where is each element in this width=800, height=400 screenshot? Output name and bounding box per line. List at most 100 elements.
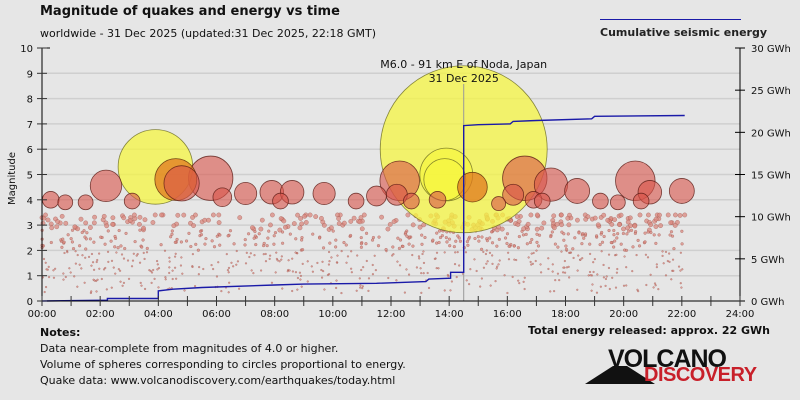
volcano-icon <box>585 366 655 384</box>
quake-point <box>458 239 463 243</box>
quake-point <box>47 276 51 279</box>
quake-point <box>649 273 652 276</box>
quake-point <box>655 263 658 266</box>
quake-point <box>283 224 288 230</box>
quake-point <box>464 251 468 254</box>
quake-point <box>625 225 631 231</box>
quake-point <box>591 283 594 286</box>
quake-point <box>150 271 154 274</box>
quake-point <box>274 271 277 274</box>
quake-point <box>78 263 81 266</box>
quake-point <box>323 288 326 291</box>
quake-point <box>525 242 529 246</box>
quake-point <box>114 272 117 275</box>
quake-point <box>306 260 309 263</box>
quake-point <box>69 271 72 274</box>
quake-point <box>455 275 458 279</box>
quake-point <box>665 212 671 218</box>
quake-point <box>364 242 368 246</box>
quake-point <box>88 237 92 241</box>
quake-point <box>336 221 342 226</box>
quake-point <box>62 278 65 281</box>
quake-point <box>63 251 66 255</box>
quake-point <box>594 234 599 238</box>
quake-point <box>453 263 457 266</box>
y2-tick-label: 10 GWh <box>751 213 791 224</box>
quake-point <box>189 244 193 249</box>
quake-point <box>275 251 278 254</box>
quake-point <box>503 274 506 277</box>
quake-point <box>482 266 486 269</box>
quake-point <box>277 227 283 233</box>
quake-point <box>677 265 681 268</box>
quake-point <box>581 232 585 236</box>
quake-point <box>98 252 101 255</box>
quake-point <box>553 242 557 246</box>
quake-point <box>371 273 375 276</box>
quake-point <box>577 231 581 235</box>
quake-point <box>357 219 363 225</box>
quake-point <box>272 242 276 246</box>
quake-point <box>623 255 626 258</box>
quake-point <box>138 261 142 264</box>
quake-point <box>90 252 94 256</box>
quake-point <box>391 245 395 249</box>
quake-point <box>564 244 568 248</box>
quake-point <box>592 270 595 274</box>
quake-point <box>302 213 307 219</box>
quake-point <box>516 218 522 224</box>
quake-point <box>558 279 561 282</box>
quake-point <box>334 245 338 249</box>
quake-point <box>371 263 374 267</box>
quake-point <box>679 269 682 272</box>
quake-point <box>593 258 596 261</box>
y-tick-label: 8 <box>27 95 33 106</box>
quake-point <box>664 274 668 277</box>
volcanodiscovery-logo[interactable]: VOLCANO DISCOVERY <box>585 345 760 388</box>
quake-point <box>313 214 319 219</box>
quake-point <box>502 183 525 206</box>
quake-point <box>72 224 78 230</box>
quake-point <box>673 212 678 218</box>
quake-point <box>604 284 607 287</box>
quake-point <box>159 243 163 247</box>
quake-point <box>587 274 590 277</box>
quake-point <box>227 271 230 274</box>
quake-point <box>583 216 589 222</box>
quake-point <box>320 276 324 279</box>
quake-point <box>420 233 424 237</box>
quake-point <box>612 245 616 249</box>
quake-point <box>84 256 87 259</box>
quake-point <box>92 214 97 220</box>
quake-point <box>322 270 325 273</box>
quake-point <box>347 192 365 210</box>
quake-point <box>264 260 268 263</box>
quake-point <box>299 274 303 277</box>
quake-point <box>592 192 609 210</box>
quake-point <box>635 253 638 257</box>
quake-point <box>253 254 256 257</box>
quake-point <box>168 260 171 263</box>
quake-point <box>507 251 510 254</box>
quake-point <box>118 269 122 272</box>
quake-point <box>527 256 530 259</box>
quake-point <box>215 234 219 238</box>
y-tick-label: 0 <box>27 297 33 308</box>
quake-point <box>417 224 423 230</box>
quake-point <box>74 250 77 253</box>
quake-point <box>318 236 322 240</box>
quake-point <box>270 281 274 284</box>
quake-point <box>571 247 575 251</box>
quake-point <box>422 272 425 275</box>
quake-point <box>335 279 338 282</box>
quake-point <box>637 212 643 218</box>
quake-point <box>540 271 543 274</box>
quake-point <box>346 255 350 258</box>
quake-point <box>276 259 279 262</box>
quake-point <box>437 267 440 270</box>
quake-point <box>286 270 289 273</box>
quake-point <box>300 238 304 242</box>
quake-point <box>562 238 566 242</box>
quake-point <box>92 268 96 271</box>
quake-point <box>301 262 304 265</box>
